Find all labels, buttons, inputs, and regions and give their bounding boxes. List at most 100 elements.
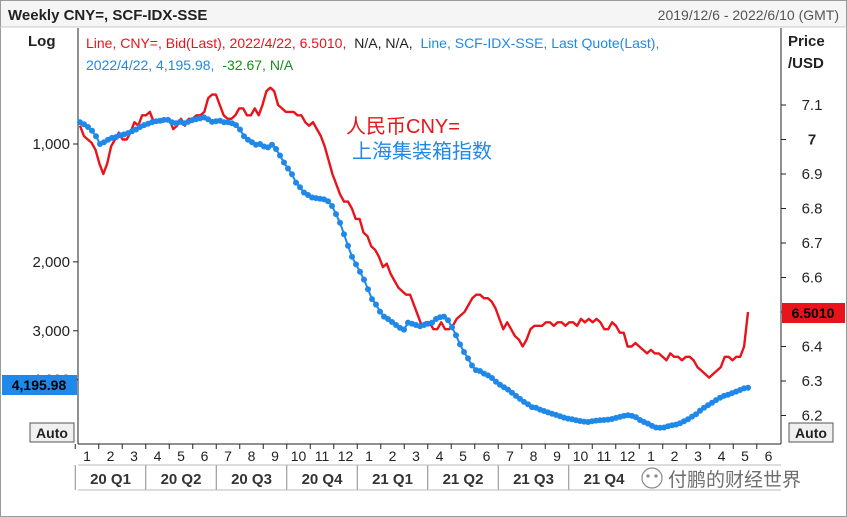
month-label: 2 <box>107 448 115 464</box>
scfi-point <box>457 341 463 348</box>
auto-button-right-label: Auto <box>795 425 827 441</box>
quarter-label: 20 Q4 <box>302 471 344 488</box>
scfi-point <box>361 276 367 283</box>
left-tick-label: 3,000 <box>32 323 70 340</box>
month-label: 10 <box>291 448 307 464</box>
right-axis-panel <box>782 28 846 444</box>
right-tick-label: 6.4 <box>802 339 823 356</box>
scfi-point <box>281 159 287 166</box>
annotation-scfi: 上海集装箱指数 <box>352 140 492 163</box>
scfi-point <box>333 211 339 218</box>
scfi-point <box>505 386 511 393</box>
scfi-point <box>357 268 363 275</box>
x-axis-ticks: 1 2 3 4 5 6 7 8 9 10 11 12 1 2 3 4 5 6 7 8 9 10 11 12 1 2 3 4 5 620 Q… <box>74 444 773 490</box>
scfi-point <box>461 349 467 355</box>
scfi-point <box>365 286 371 293</box>
month-label: 4 <box>154 448 162 464</box>
legend-line-2: 2022/4/22, 4,195.98, -32.67, N/A <box>86 57 294 73</box>
legend-cny: Line, CNY=, Bid(Last), 2022/4/22, 6.5010… <box>86 35 346 51</box>
plot-area <box>78 28 781 444</box>
right-tick-label: 6.8 <box>802 201 823 218</box>
scfi-point <box>293 179 299 186</box>
month-label: 3 <box>694 448 702 464</box>
left-last-value: 4,195.98 <box>12 377 67 393</box>
right-tick-label: 6.2 <box>802 408 823 425</box>
scfi-point <box>369 296 375 303</box>
month-label: 4 <box>718 448 726 464</box>
date-range: 2019/12/6 - 2022/6/10 (GMT) <box>658 7 839 23</box>
watermark: 付鹏的财经世界 <box>641 467 801 491</box>
month-label: 2 <box>389 448 397 464</box>
auto-button-left[interactable] <box>29 422 75 443</box>
scfi-point <box>469 362 475 369</box>
legend-scfi: Line, SCF-IDX-SSE, Last Quote(Last), <box>420 35 659 51</box>
scfi-point <box>445 317 451 324</box>
quarter-label: 21 Q2 <box>443 471 484 488</box>
month-label: 4 <box>436 448 444 464</box>
scfi-point <box>297 184 303 191</box>
scfi-point <box>285 165 291 172</box>
month-label: 8 <box>248 448 256 464</box>
month-label: 11 <box>597 448 612 464</box>
left-axis-title: Log <box>28 33 56 50</box>
right-tick-label: 6.9 <box>802 166 823 183</box>
scfi-point <box>453 332 459 339</box>
wechat-icon-dot-2 <box>654 474 658 478</box>
scfi-point <box>329 203 335 209</box>
month-label: 9 <box>553 448 561 464</box>
scfi-point <box>401 326 407 333</box>
month-label: 9 <box>271 448 279 464</box>
scfi-point <box>349 253 355 260</box>
month-label: 1 <box>83 448 91 464</box>
scfi-point <box>85 124 91 130</box>
month-label: 10 <box>573 448 589 464</box>
right-last-value: 6.5010 <box>792 305 835 321</box>
scfi-point <box>277 152 283 159</box>
header-bar <box>1 1 846 27</box>
scfi-point <box>89 127 95 134</box>
scfi-point <box>373 301 379 308</box>
legend-scfi-change: -32.67, N/A <box>222 57 293 73</box>
scfi-point <box>693 411 699 418</box>
month-label: 12 <box>620 448 636 464</box>
scfi-point <box>233 122 239 129</box>
month-label: 5 <box>177 448 185 464</box>
legend-scfi-value: 2022/4/22, 4,195.98, <box>86 57 214 73</box>
right-axis-title-1: Price <box>788 33 825 50</box>
month-label: 12 <box>338 448 354 464</box>
auto-button-right[interactable] <box>788 422 834 443</box>
watermark-text: 付鹏的财经世界 <box>668 469 801 491</box>
month-label: 7 <box>506 448 514 464</box>
scfi-point <box>341 231 347 238</box>
auto-button-left-label: Auto <box>36 425 68 441</box>
month-label: 1 <box>365 448 373 464</box>
scfi-point <box>441 313 447 320</box>
quarter-label: 20 Q2 <box>161 471 202 488</box>
scfi-point <box>337 219 343 226</box>
scfi-point <box>465 355 471 362</box>
scfi-point <box>241 133 247 140</box>
legend-na: N/A, N/A, <box>354 35 412 51</box>
quarter-label: 20 Q1 <box>90 471 131 488</box>
right-last-value-badge <box>782 303 845 323</box>
left-tick-label: 2,000 <box>32 254 70 271</box>
annotation-cny: 人民币CNY= <box>346 115 460 138</box>
scfi-point <box>449 324 455 331</box>
right-tick-label: 6.7 <box>802 235 823 252</box>
right-tick-label: 6.3 <box>802 373 823 390</box>
right-axis-title-2: /USD <box>788 55 824 72</box>
scfi-point <box>269 141 275 148</box>
month-label: 2 <box>671 448 679 464</box>
wechat-icon-dot-1 <box>646 474 650 478</box>
quarter-label: 21 Q3 <box>513 471 554 488</box>
quarter-label: 21 Q1 <box>372 471 413 488</box>
left-last-value-badge <box>2 375 77 395</box>
month-label: 6 <box>765 448 773 464</box>
right-tick-label: 6.6 <box>802 270 823 287</box>
scfi-point <box>237 126 243 133</box>
month-label: 5 <box>459 448 467 464</box>
wechat-icon <box>641 467 663 489</box>
scfi-point <box>289 171 295 178</box>
series-layer <box>77 86 751 431</box>
